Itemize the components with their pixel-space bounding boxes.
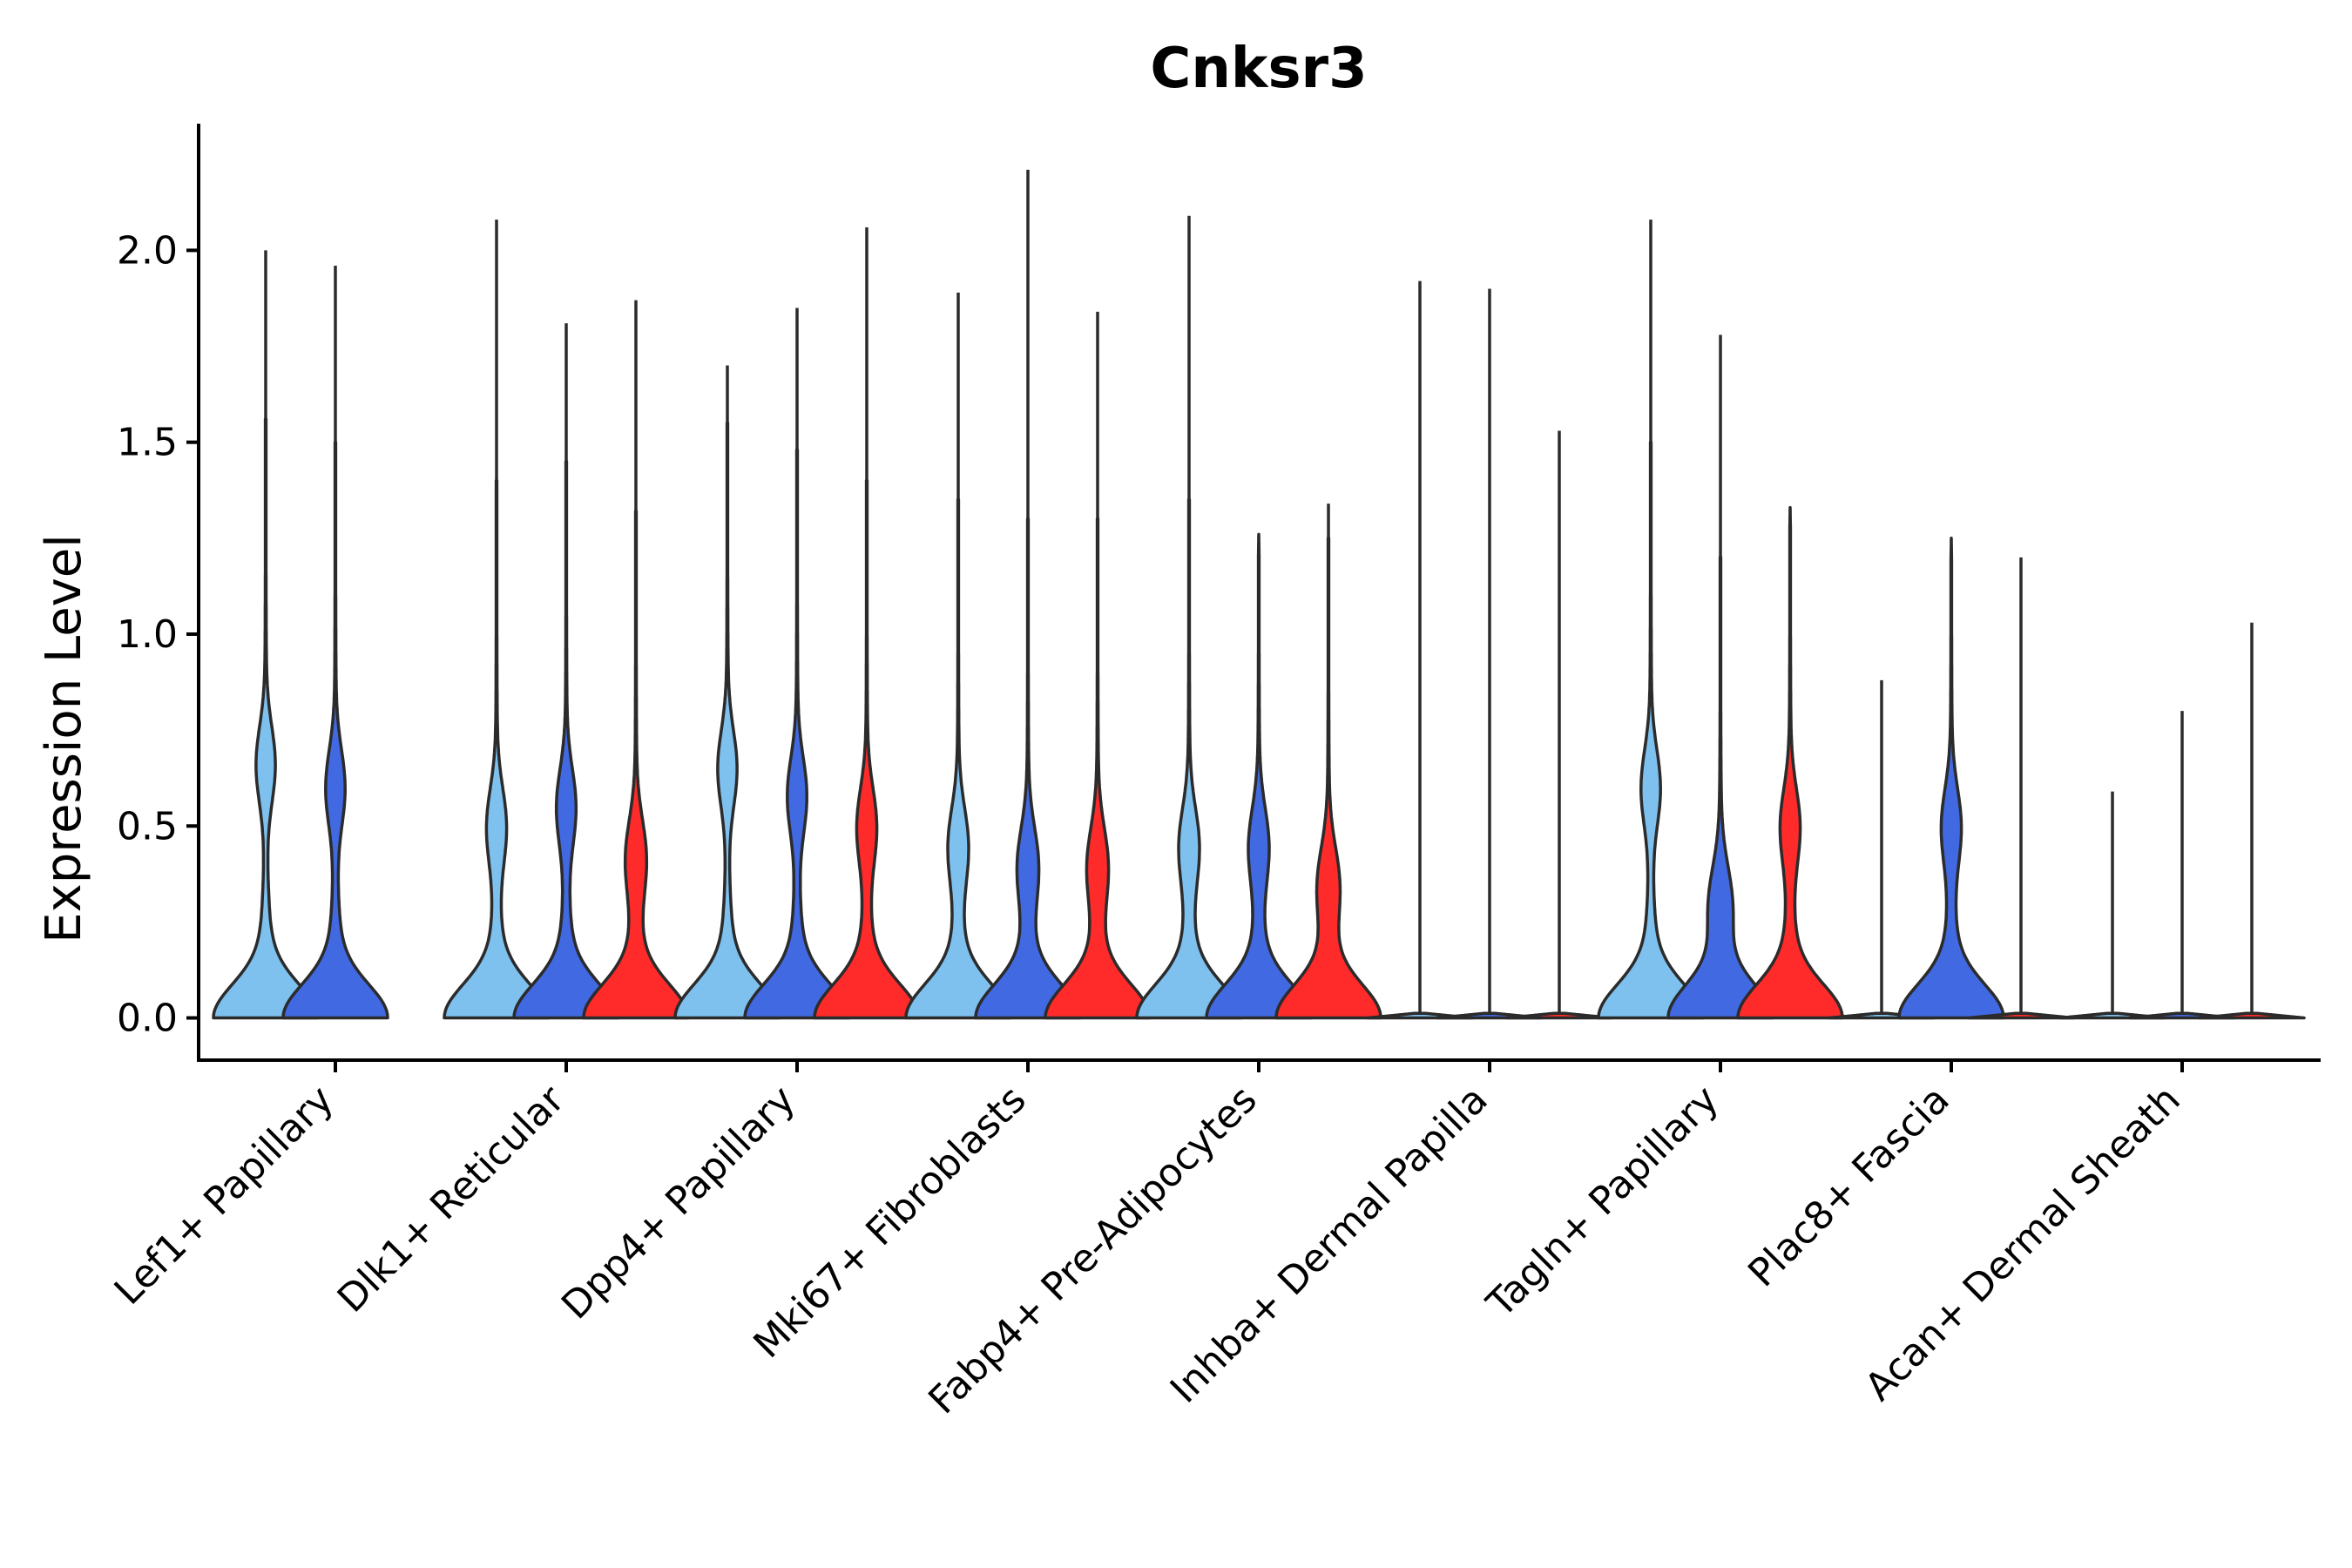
violin-body	[443, 478, 551, 1020]
violin-body	[212, 417, 320, 1020]
violin-body	[281, 440, 389, 1020]
violin-body	[1967, 1011, 2075, 1020]
violin-body	[1135, 498, 1243, 1020]
violin-layer	[212, 169, 2306, 1020]
x-tick-label: Dlk1+ Reticular	[329, 1077, 574, 1321]
y-tick-label: 2.0	[117, 228, 178, 273]
violin-body	[1505, 1011, 1613, 1020]
y-tick-label: 0.5	[117, 804, 178, 848]
y-tick-label: 1.0	[117, 612, 178, 657]
violin-body	[743, 448, 851, 1020]
violin-body	[2198, 1011, 2306, 1020]
violin-body	[1666, 556, 1774, 1020]
x-tick-label: Lef1+ Papillary	[106, 1078, 342, 1314]
violin-body	[1736, 505, 1844, 1020]
violin-body	[813, 478, 921, 1020]
violin-body	[1044, 517, 1152, 1020]
y-tick-label: 1.5	[117, 421, 178, 465]
violin-body	[1897, 537, 2005, 1020]
violin-body	[582, 510, 690, 1020]
y-tick-label: 0.0	[117, 997, 178, 1041]
violin-body	[974, 517, 1082, 1020]
violin-body	[673, 421, 781, 1020]
violin-body	[1274, 537, 1382, 1020]
axis-lines	[197, 124, 2321, 1062]
y-axis-ticks: 0.0 0.5 1.0 1.5 2.0	[117, 228, 199, 1041]
x-tick-label: Plac8+ Fascia	[1740, 1078, 1958, 1296]
violin-body	[1597, 440, 1705, 1020]
y-axis-label: Expression Level	[36, 534, 92, 943]
violin-body	[512, 459, 620, 1020]
x-tick-label: Dpp4+ Papillary	[553, 1078, 804, 1328]
violin-body	[1205, 532, 1313, 1020]
x-tick-label: Tagln+ Papillary	[1478, 1078, 1727, 1327]
violin-body	[904, 498, 1012, 1020]
chart-title: Cnksr3	[1150, 37, 1367, 101]
